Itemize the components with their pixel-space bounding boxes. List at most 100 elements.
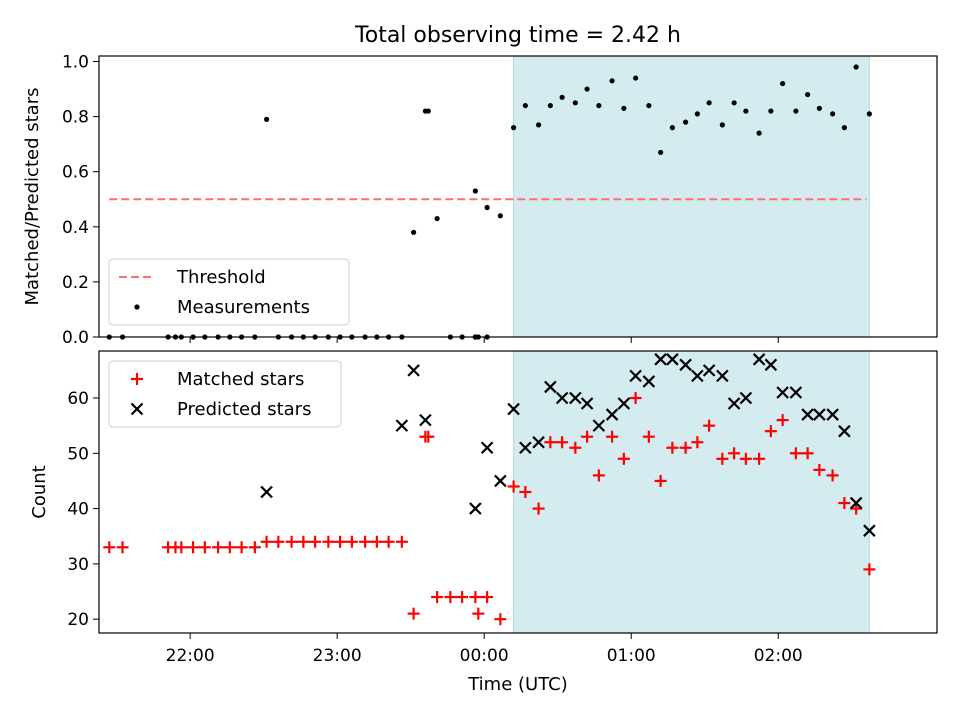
data-point [789,447,802,460]
data-point-shape [706,100,712,106]
data-point [801,447,814,460]
data-point-shape [584,86,590,92]
data-point [669,125,675,131]
data-point-b [826,408,839,421]
data-point [658,149,664,156]
data-point [532,435,545,449]
data-point [838,424,851,438]
data-point-shape [756,130,762,136]
data-point [813,463,826,476]
data-point-b [592,419,606,432]
data-point [456,591,469,604]
data-point [569,441,582,454]
series-predicted-stars [260,353,876,537]
data-point [830,111,836,117]
data-point-b [469,502,482,515]
data-point-b [494,474,507,488]
data-point [654,474,667,487]
data-point [260,535,273,548]
data-point [547,102,553,109]
data-point [382,535,395,548]
data-point [596,102,602,109]
data-point-shape [633,75,639,81]
data-point [849,496,863,510]
x-tick-label: 02:00 [754,646,803,666]
data-point [683,119,689,125]
data-point [826,469,839,482]
data-point [753,452,766,465]
data-point [519,486,532,498]
data-point [497,213,503,219]
data-point [863,563,876,576]
data-point [555,391,569,405]
data-point [297,535,310,548]
data-point [727,397,741,410]
data-point [370,535,383,548]
data-point-b [654,353,667,366]
data-point [510,125,517,131]
data-point [866,111,872,117]
data-point [768,108,774,114]
data-point-shape [816,105,822,111]
legend-box [108,360,342,428]
data-point-shape [264,116,270,122]
data-point [103,541,116,554]
data-point-b [849,496,863,510]
data-point [592,419,606,432]
data-point [719,122,725,128]
data-point [359,535,372,548]
data-point [691,369,704,383]
x-tick-label: 01:00 [607,646,656,666]
data-point [752,353,766,366]
data-point [764,358,778,372]
data-point [345,535,358,548]
data-point [793,108,799,114]
data-point [605,408,619,421]
data-point [679,441,692,454]
data-point [395,419,409,432]
legend-marker-b [130,402,144,416]
panel-count-ytick-label: 50 [67,444,89,464]
data-point [780,80,786,87]
data-point [248,541,261,554]
data-point-b [407,364,420,377]
data-point-shape [535,122,542,128]
data-point-b [764,358,778,372]
data-point-b [801,408,814,421]
data-point-shape [572,100,578,106]
data-point-shape [719,122,725,128]
panel-count-ytick-label: 60 [67,389,89,409]
data-point-b [679,358,692,372]
data-point [776,386,789,399]
data-point-shape [411,229,417,235]
data-point [826,408,839,421]
data-point-shape [434,215,440,222]
data-point-shape [866,111,872,117]
data-point [407,607,420,620]
data-point [272,535,285,548]
data-point [592,469,605,482]
data-point-b [727,397,741,410]
chart-title: Total observing time = 2.42 h [354,23,681,48]
data-point [175,541,188,554]
x-tick-label: 22:00 [166,646,215,666]
data-point-shape [425,108,431,114]
data-point [629,369,642,383]
data-point [260,485,273,499]
data-point [716,452,729,465]
data-point-shape [596,102,602,109]
data-point [407,364,420,377]
panel-count-ytick-label: 40 [67,500,89,520]
legend-marker [130,402,144,416]
data-point [235,541,248,554]
data-point-shape [669,125,675,131]
panel-count-ytick-label: 20 [67,610,89,630]
data-point-b [863,524,876,537]
data-point-b [544,380,557,394]
legend-label: Measurements [177,297,310,318]
data-point [532,502,545,515]
data-point-shape [510,125,517,131]
panel-ratio-shaded-region [513,55,870,338]
data-point [801,408,814,421]
